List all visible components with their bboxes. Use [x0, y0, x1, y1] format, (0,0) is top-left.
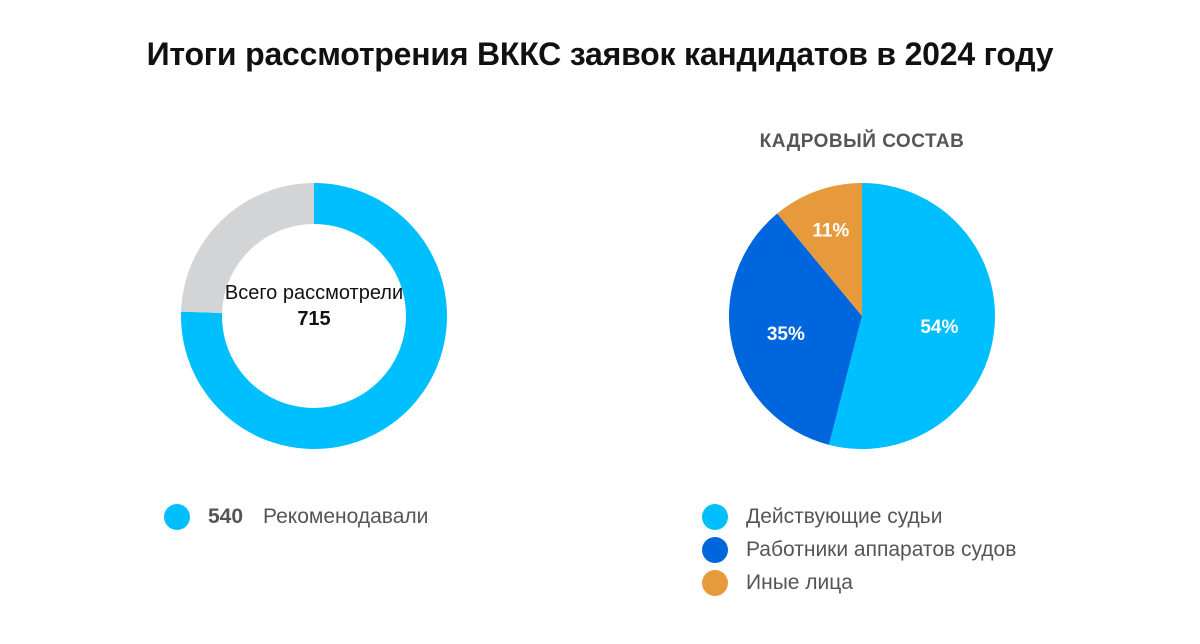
pie-legend: Действующие судьи Работники аппаратов суд… — [702, 500, 1016, 599]
donut-center-label: Всего рассмотрели 715 — [214, 280, 414, 332]
pie-legend-item-1: Работники аппаратов судов — [702, 533, 1016, 566]
pie-legend-item-0: Действующие судьи — [702, 500, 1016, 533]
legend-swatch — [702, 536, 728, 563]
pie-data-label-0: 54% — [920, 317, 958, 338]
donut-center-caption: Всего рассмотрели — [224, 282, 404, 304]
pie-data-label-2: 11% — [812, 220, 849, 241]
pie-slice-0 — [828, 183, 995, 449]
legend-label: Рекоменодавали — [263, 504, 429, 528]
legend-swatch — [164, 503, 190, 530]
pie-chart: 54% 35% 11% — [728, 183, 995, 449]
donut-chart — [180, 183, 447, 449]
pie-data-label-1: 35% — [767, 324, 805, 345]
chart-title: Итоги рассмотрения ВККС заявок кандидато… — [146, 36, 1054, 72]
pie-subtitle: КАДРОВЫЙ СОСТАВ — [759, 131, 965, 152]
legend-label: Иные лица — [746, 570, 853, 594]
donut-slice-0 — [180, 183, 447, 449]
donut-center-total: 715 — [297, 308, 331, 330]
legend-item: 540 Рекоменодавали — [164, 500, 428, 533]
legend-label: Работники аппаратов судов — [746, 537, 1017, 561]
legend-swatch — [702, 503, 728, 530]
legend-value: 540 — [208, 504, 244, 528]
pie-slice-1 — [728, 213, 862, 445]
legend-label: Действующие судьи — [746, 504, 943, 528]
donut-slice-1 — [181, 183, 314, 313]
pie-legend-item-2: Иные лица — [702, 566, 1016, 599]
donut-legend: 540 Рекоменодавали — [164, 500, 428, 533]
pie-slice-2 — [777, 183, 862, 316]
legend-swatch — [702, 569, 728, 596]
